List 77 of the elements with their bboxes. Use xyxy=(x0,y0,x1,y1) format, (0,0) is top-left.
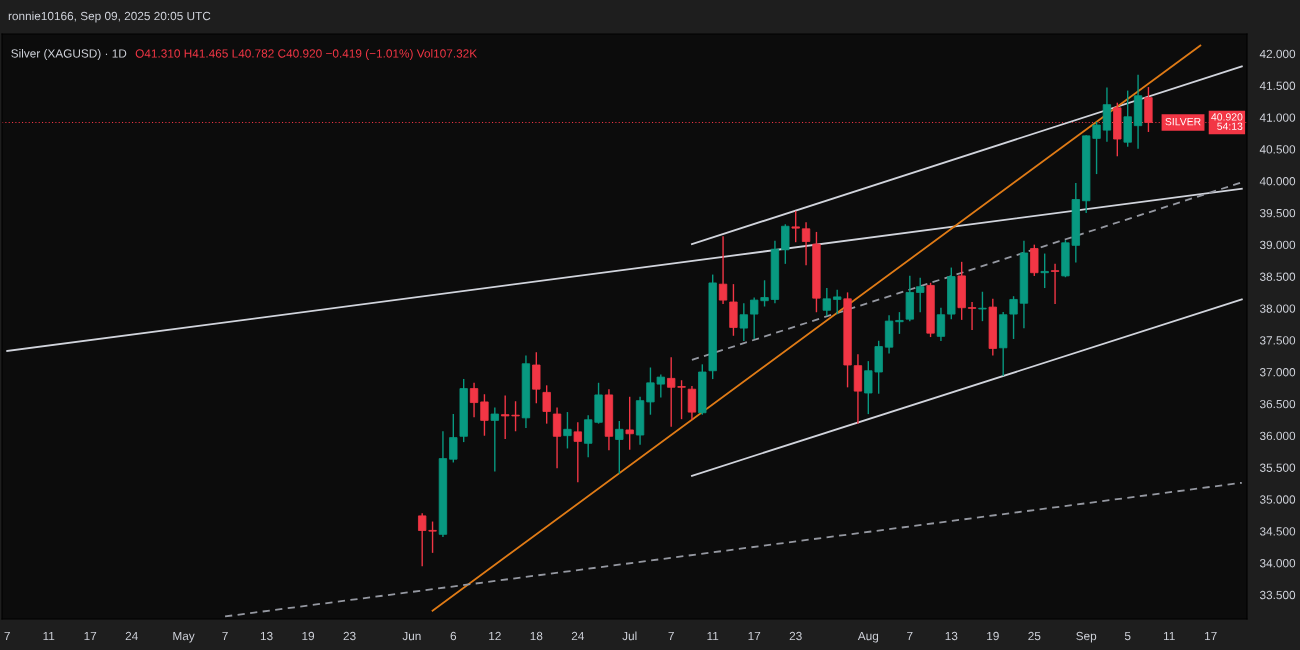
x-tick-label: May xyxy=(173,631,195,643)
x-tick-label: 19 xyxy=(302,631,315,641)
candlestick xyxy=(833,289,842,315)
candlestick xyxy=(469,382,479,418)
y-tick-label: 38.500 xyxy=(1259,272,1296,281)
x-tick-label: 23 xyxy=(789,631,802,641)
x-tick-label: Sep xyxy=(1076,631,1097,643)
x-tick-label: 12 xyxy=(489,631,501,641)
y-tick-label: 41.500 xyxy=(1259,81,1296,90)
candlestick xyxy=(791,210,800,243)
x-tick-label: 11 xyxy=(1163,631,1175,641)
candlestick xyxy=(718,236,728,304)
candlestick xyxy=(563,412,572,449)
x-tick-label: 18 xyxy=(530,631,543,641)
candlestick xyxy=(1040,253,1049,289)
y-tick-label: 40.000 xyxy=(1259,177,1296,186)
candlestick xyxy=(895,312,904,334)
x-tick-label: Jun xyxy=(402,631,421,641)
x-tick-label: 24 xyxy=(571,631,585,641)
x-tick-label: 5 xyxy=(1124,631,1131,641)
candlestick xyxy=(615,420,624,474)
x-tick-label: 11 xyxy=(43,631,55,641)
text: ronnie10166, Sep 09, 2025 20:05 UTC xyxy=(8,11,211,23)
y-tick-label: 37.500 xyxy=(1259,336,1296,345)
x-tick-label: 7 xyxy=(4,631,10,641)
y-tick-label: 35.500 xyxy=(1259,463,1296,472)
x-tick-label: Aug xyxy=(857,631,879,643)
candlestick xyxy=(490,407,499,472)
candlestick xyxy=(625,396,634,450)
candlestick xyxy=(967,301,977,331)
y-tick-label: 35.000 xyxy=(1259,495,1296,504)
x-tick-label: Jul xyxy=(622,631,637,641)
text: Silver (XAGUSD) · 1D xyxy=(11,48,127,60)
candlestick xyxy=(781,224,790,264)
y-tick-label: 42.000 xyxy=(1259,49,1296,59)
x-tick-label: 17 xyxy=(748,631,761,641)
x-tick-label: 6 xyxy=(450,631,457,641)
x-tick-label: 7 xyxy=(907,631,913,641)
annotation: 54:13 xyxy=(1217,122,1243,130)
candlestick xyxy=(449,413,458,463)
x-tick-label: 25 xyxy=(1028,631,1041,641)
candlestick xyxy=(573,422,582,483)
candlestick xyxy=(1050,263,1060,304)
y-tick-label: 41.000 xyxy=(1259,113,1296,122)
y-tick-label: 36.000 xyxy=(1259,431,1296,441)
candlestick xyxy=(936,307,946,341)
x-tick-label: 17 xyxy=(84,631,97,641)
x-tick-label: 13 xyxy=(945,631,958,641)
y-tick-label: 37.000 xyxy=(1259,368,1296,377)
candlestick xyxy=(552,407,562,469)
candlestick xyxy=(739,303,748,341)
candlestick xyxy=(687,385,697,420)
y-tick-label: 34.000 xyxy=(1259,559,1296,568)
x-tick-label: 24 xyxy=(125,631,138,641)
y-tick-label: 38.000 xyxy=(1259,304,1296,313)
y-tick-label: 33.500 xyxy=(1259,590,1296,600)
x-tick-label: 23 xyxy=(343,631,356,641)
x-tick-label: 7 xyxy=(222,631,228,641)
y-tick-label: 39.500 xyxy=(1259,208,1296,218)
candlestick xyxy=(542,385,551,424)
x-tick-label: 17 xyxy=(1205,631,1217,641)
candlestick xyxy=(801,222,811,266)
x-tick-label: 13 xyxy=(260,631,273,641)
candlestick xyxy=(480,394,489,436)
x-tick-label: 11 xyxy=(707,631,719,641)
candlestick xyxy=(822,287,831,317)
x-tick-label: 7 xyxy=(668,631,674,641)
ref-line-label: SILVER xyxy=(1165,117,1201,126)
text: O41.310 H41.465 L40.782 C40.920 −0.419 (−1.01%) Vol107.32K xyxy=(135,48,477,60)
annotation: 40.920 xyxy=(1211,113,1243,121)
candlestick xyxy=(916,277,925,313)
x-tick-label: 19 xyxy=(987,631,999,641)
y-tick-label: 40.500 xyxy=(1259,145,1296,154)
y-tick-label: 36.500 xyxy=(1259,399,1296,409)
y-tick-label: 39.000 xyxy=(1259,240,1296,250)
y-tick-label: 34.500 xyxy=(1259,527,1296,536)
candlestick xyxy=(978,291,987,322)
